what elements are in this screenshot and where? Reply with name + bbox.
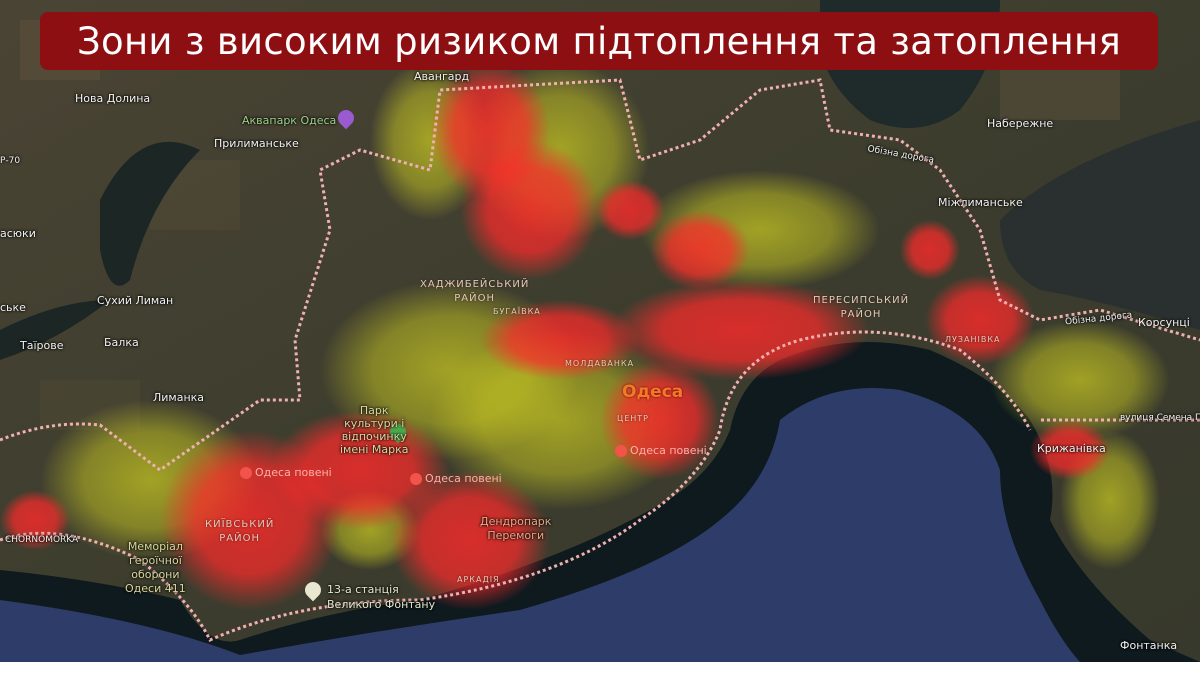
flood-poi[interactable]: Одеса повені bbox=[615, 444, 707, 457]
place-label: Сухий Лиман bbox=[97, 294, 174, 307]
poi-label: Одеса повені bbox=[425, 472, 502, 485]
district-label-khadzhybeiskyi: ХАДЖИБЕЙСЬКИЙ РАЙОН bbox=[420, 278, 529, 306]
place-label: Лиманка bbox=[153, 391, 205, 404]
place-label: асюки bbox=[0, 227, 36, 240]
title-banner: Зони з високим ризиком підтоплення та за… bbox=[40, 12, 1158, 70]
place-label[interactable]: Аквапарк Одеса bbox=[242, 114, 337, 127]
poi-label-line: культури і bbox=[344, 417, 405, 430]
place-label: Корсунці bbox=[1138, 316, 1190, 329]
poi-label-line: оборони bbox=[131, 568, 180, 581]
district-suffix: РАЙОН bbox=[454, 293, 496, 304]
poi-label-line: Великого Фонтану bbox=[327, 598, 436, 611]
flood-icon bbox=[410, 472, 422, 485]
flood-icon bbox=[240, 466, 252, 479]
station-label[interactable]: 13-а станція Великого Фонтану bbox=[327, 582, 435, 612]
place-label: Фонтанка bbox=[1120, 639, 1178, 652]
map-title: Зони з високим ризиком підтоплення та за… bbox=[76, 19, 1122, 63]
memorial-label[interactable]: Меморіал героїчної оборони Одеси 411 bbox=[125, 540, 186, 596]
lake-west bbox=[100, 141, 200, 286]
place-label: Таїрове bbox=[20, 339, 64, 352]
district-name: ПЕРЕСИПСЬКИЙ bbox=[813, 295, 910, 306]
neighborhood-label: ЦЕНТР bbox=[617, 414, 649, 423]
poi-label-line: Дендропарк bbox=[480, 515, 552, 528]
city-label-odesa: Одеса bbox=[622, 382, 684, 402]
place-label: Набережне bbox=[987, 117, 1054, 130]
dendropark-label[interactable]: Дендропарк Перемоги bbox=[480, 515, 551, 543]
district-name: ХАДЖИБЕЙСЬКИЙ bbox=[420, 279, 530, 290]
district-suffix: РАЙОН bbox=[219, 533, 261, 544]
district-label-kyivskyi: КИЇВСЬКИЙ РАЙОН bbox=[205, 518, 274, 546]
poi-label-line: героїчної bbox=[128, 554, 182, 567]
place-label: Міжлиманське bbox=[938, 196, 1023, 209]
place-label: Авангард bbox=[414, 70, 470, 83]
poi-label: Одеса повені bbox=[630, 444, 707, 457]
road-label: Р-70 bbox=[0, 156, 21, 166]
lake-east bbox=[1000, 120, 1200, 330]
neighborhood-label: АРКАДІЯ bbox=[457, 575, 500, 584]
city-boundary bbox=[0, 78, 1200, 642]
district-label-peresypskyi: ПЕРЕСИПСЬКИЙ РАЙОН bbox=[813, 294, 909, 322]
high-risk-zones bbox=[0, 60, 1110, 610]
neighborhood-label: БУГАЇВКА bbox=[493, 307, 541, 316]
sea-open bbox=[0, 388, 1080, 662]
poi-label-line: відпочинку bbox=[341, 430, 407, 443]
neighborhood-label: ЛУЗАНІВКА bbox=[945, 335, 1001, 344]
place-label: Нова Долина bbox=[75, 92, 151, 105]
flood-poi[interactable]: Одеса повені bbox=[240, 466, 332, 479]
poi-label-line: Парк bbox=[359, 404, 389, 417]
poi-label-line: Одеси 411 bbox=[125, 582, 186, 595]
district-suffix: РАЙОН bbox=[840, 309, 882, 320]
flood-poi[interactable]: Одеса повені bbox=[410, 472, 502, 485]
place-label: Балка bbox=[104, 336, 139, 349]
place-label: Крижанівка bbox=[1037, 442, 1106, 455]
place-label: Прилиманське bbox=[214, 137, 299, 150]
park-label[interactable]: Парк культури і відпочинку імені Марка bbox=[340, 404, 408, 456]
flood-icon bbox=[615, 444, 627, 457]
district-name: КИЇВСЬКИЙ bbox=[205, 519, 275, 530]
neighborhood-label: МОЛДАВАНКА bbox=[565, 359, 635, 368]
poi-label: Одеса повені bbox=[255, 466, 332, 479]
place-label: CHORNOMORKA bbox=[5, 535, 79, 545]
lake-sw bbox=[0, 300, 110, 360]
road-label: вулиця Семена Палія bbox=[1120, 413, 1200, 423]
poi-label-line: Меморіал bbox=[127, 540, 183, 553]
poi-label-line: імені Марка bbox=[340, 443, 409, 456]
poi-label-line: 13-а станція bbox=[327, 583, 399, 596]
poi-label-line: Перемоги bbox=[487, 529, 545, 542]
place-label: ське bbox=[0, 301, 26, 314]
